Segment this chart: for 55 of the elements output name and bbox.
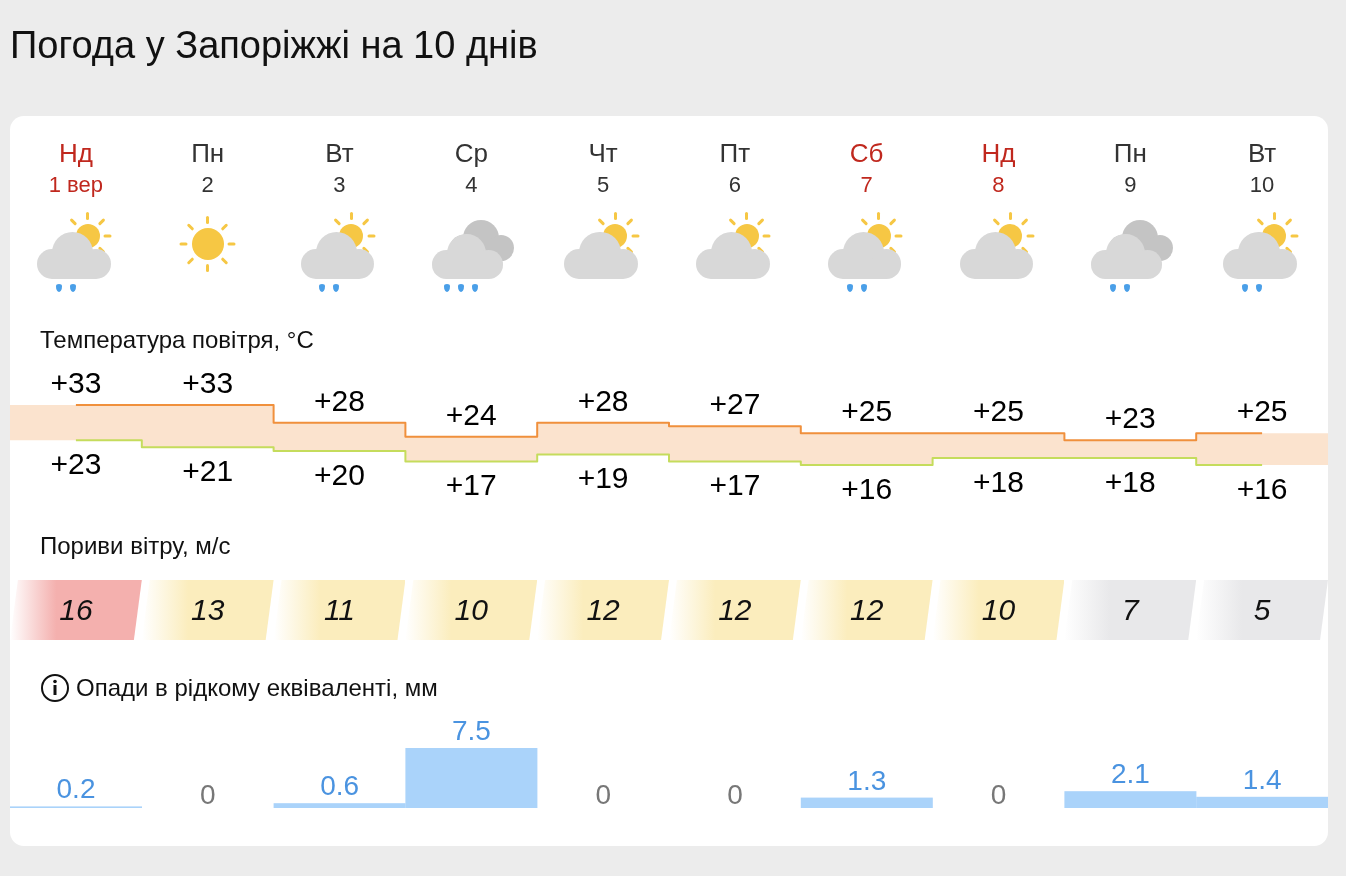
- text: Пориви вітру, м/с: [40, 532, 232, 561]
- data-label: +21: [182, 454, 234, 488]
- data-label: +24: [445, 397, 497, 431]
- data-label: 10: [405, 580, 538, 640]
- data-label: 13: [141, 580, 274, 640]
- data-label: 12: [800, 580, 933, 640]
- data-label: +28: [577, 383, 629, 417]
- x-tick-label: Вт 3: [324, 138, 355, 199]
- data-label: +23: [50, 447, 102, 481]
- data-label: +20: [314, 457, 365, 491]
- data-label: 0.2: [56, 773, 96, 805]
- x-tick-label: Пн 2: [190, 138, 226, 199]
- data-label: 10: [932, 580, 1065, 640]
- data-label: +28: [314, 383, 365, 417]
- bar: [800, 797, 933, 808]
- data-label: 12: [668, 580, 801, 640]
- data-label: 7.5: [451, 715, 491, 746]
- data-label: 5: [1196, 580, 1328, 640]
- data-label: +33: [50, 366, 102, 399]
- data-label: 1.3: [847, 764, 887, 796]
- x-tick-label: Ср 4: [453, 138, 489, 199]
- data-label: 12: [537, 580, 669, 640]
- x-tick-label: Нд 1 вер: [47, 138, 105, 199]
- data-label: 7: [1064, 580, 1197, 640]
- data-label: +18: [1104, 464, 1156, 498]
- data-label: 2.1: [1110, 758, 1150, 790]
- data-label: 0.6: [320, 770, 360, 802]
- data-label: 0: [727, 779, 743, 810]
- data-label: 11: [273, 580, 406, 640]
- data-label: +25: [841, 394, 893, 428]
- data-label: +17: [709, 468, 761, 502]
- data-label: +23: [1104, 401, 1156, 435]
- data-label: 0: [200, 779, 216, 810]
- data-label: 0: [595, 779, 611, 810]
- chart-title: Опади в рідкому еквіваленті, мм: [76, 674, 438, 702]
- data-label: 16: [10, 580, 142, 640]
- data-label: +33: [182, 366, 234, 399]
- x-tick-label: Сб 7: [848, 138, 885, 199]
- data-label: +25: [1236, 394, 1288, 428]
- data-label: +27: [709, 387, 761, 421]
- chart-subtitle: Температура повітря, °C: [40, 326, 315, 355]
- x-tick-label: Пн 9: [1112, 138, 1148, 199]
- data-label: +25: [973, 394, 1024, 428]
- x-tick-label: Вт 10: [1246, 138, 1278, 199]
- x-tick-label: Чт 5: [587, 138, 619, 199]
- data-label: 1.4: [1242, 763, 1282, 795]
- data-label: 0: [990, 779, 1007, 810]
- data-label: +19: [577, 461, 629, 495]
- data-label: +16: [841, 472, 893, 505]
- chart-title: Погода у Запоріжжі на 10 днів: [10, 24, 538, 67]
- data-label: +18: [973, 464, 1024, 498]
- data-label: +16: [1236, 472, 1288, 505]
- x-tick-label: Пт 6: [718, 138, 752, 199]
- x-tick-label: Нд 8: [980, 138, 1017, 199]
- data-label: +17: [445, 468, 497, 502]
